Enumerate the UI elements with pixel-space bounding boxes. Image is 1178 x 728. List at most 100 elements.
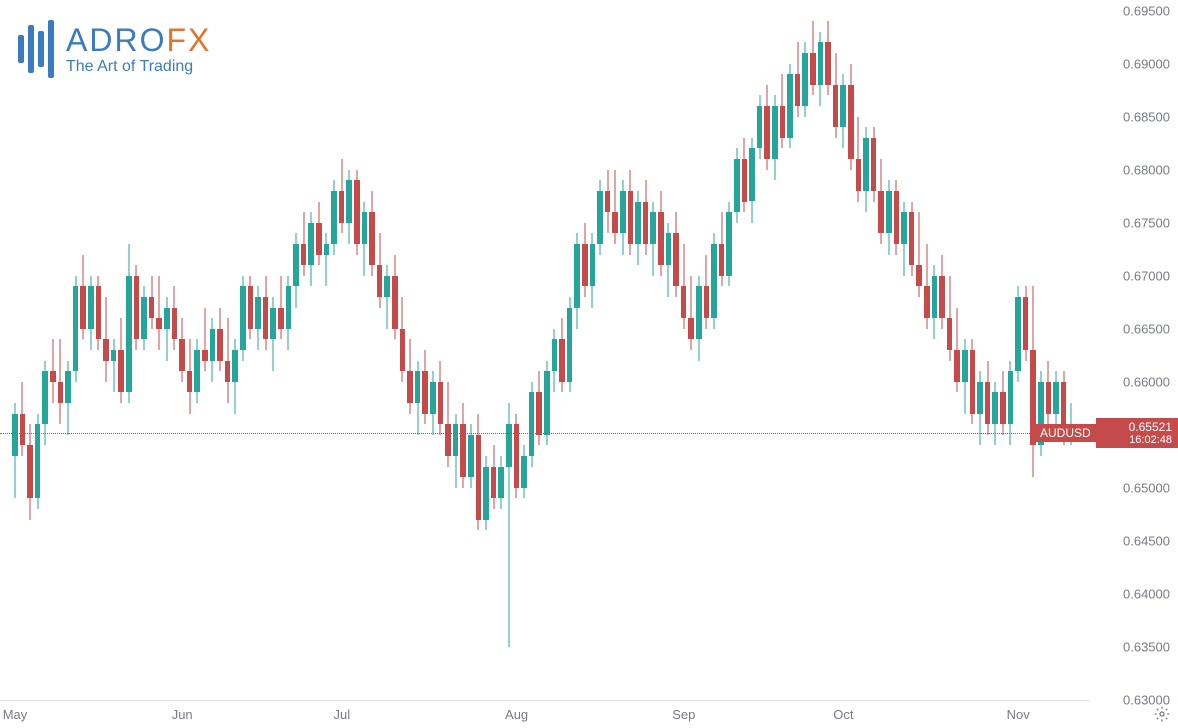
candle xyxy=(50,339,56,403)
candle xyxy=(688,276,694,350)
candle xyxy=(985,361,991,435)
y-tick-label: 0.65000 xyxy=(1123,480,1170,495)
candle xyxy=(856,117,862,202)
candle xyxy=(590,233,596,307)
candle xyxy=(35,414,41,509)
candle xyxy=(354,170,360,255)
logo-bars-icon xyxy=(18,20,54,78)
candle xyxy=(156,276,162,350)
candle xyxy=(483,456,489,530)
candle xyxy=(924,244,930,329)
candle xyxy=(681,244,687,329)
candle xyxy=(780,74,786,148)
x-tick-label: Aug xyxy=(505,707,528,722)
settings-icon[interactable] xyxy=(1154,706,1170,722)
candle xyxy=(164,297,170,361)
candle xyxy=(673,212,679,297)
y-tick-label: 0.66000 xyxy=(1123,374,1170,389)
x-tick-label: Jun xyxy=(172,707,193,722)
candle xyxy=(232,339,238,413)
candle xyxy=(810,21,816,95)
candle xyxy=(248,276,254,340)
candle xyxy=(331,180,337,254)
candle xyxy=(597,180,603,254)
x-tick-label: May xyxy=(3,707,28,722)
candle xyxy=(742,138,748,212)
candle xyxy=(795,42,801,116)
candle xyxy=(818,32,824,106)
candle xyxy=(529,382,535,467)
candle xyxy=(476,414,482,531)
candle xyxy=(362,202,368,276)
candle xyxy=(605,170,611,234)
candle xyxy=(734,148,740,222)
candle xyxy=(210,318,216,382)
candle xyxy=(643,180,649,254)
candle xyxy=(840,74,846,148)
candle xyxy=(27,424,33,519)
candle xyxy=(491,445,497,509)
candlestick-chart[interactable] xyxy=(0,0,1090,700)
candle xyxy=(772,95,778,180)
candle xyxy=(1000,371,1006,435)
candle xyxy=(301,212,307,276)
candle xyxy=(1046,361,1052,425)
candle xyxy=(255,286,261,350)
candle xyxy=(1038,371,1044,456)
candle xyxy=(96,276,102,350)
candle xyxy=(384,265,390,329)
y-tick-label: 0.68000 xyxy=(1123,162,1170,177)
candle xyxy=(80,255,86,340)
candle xyxy=(392,255,398,340)
candle xyxy=(970,339,976,424)
candle xyxy=(947,276,953,361)
candle xyxy=(293,233,299,307)
candle xyxy=(65,361,71,435)
candle xyxy=(88,276,94,350)
candle xyxy=(696,276,702,361)
x-tick-label: Sep xyxy=(672,707,695,722)
candle xyxy=(704,255,710,329)
symbol-badge: AUDUSD xyxy=(1032,424,1099,442)
candle xyxy=(346,170,352,244)
price-badge: 0.6552116:02:48 xyxy=(1096,418,1178,448)
y-axis: 0.695000.690000.685000.680000.675000.670… xyxy=(1090,0,1178,700)
candle xyxy=(240,276,246,361)
candle xyxy=(126,244,132,403)
y-tick-label: 0.63500 xyxy=(1123,639,1170,654)
x-tick-label: Oct xyxy=(833,707,853,722)
candle xyxy=(460,403,466,488)
candle xyxy=(992,382,998,446)
candle xyxy=(73,276,79,382)
candle xyxy=(620,180,626,254)
candle xyxy=(939,255,945,329)
x-axis: MayJunJulAugSepOctNov xyxy=(0,700,1090,728)
candle xyxy=(612,170,618,244)
candle xyxy=(134,265,140,350)
y-tick-label: 0.66500 xyxy=(1123,321,1170,336)
candle xyxy=(308,212,314,286)
candle xyxy=(863,127,869,212)
candle xyxy=(635,191,641,265)
candle xyxy=(878,159,884,244)
candle xyxy=(498,456,504,509)
candle xyxy=(286,276,292,350)
candle xyxy=(58,339,64,424)
y-tick-label: 0.69000 xyxy=(1123,56,1170,71)
candle xyxy=(536,371,542,445)
candle xyxy=(628,170,634,255)
candle xyxy=(422,350,428,424)
candle xyxy=(1015,286,1021,381)
candle xyxy=(833,53,839,138)
candle xyxy=(757,95,763,159)
candle xyxy=(149,276,155,329)
candle xyxy=(20,382,26,456)
x-tick-label: Nov xyxy=(1007,707,1030,722)
candle xyxy=(225,318,231,403)
candle xyxy=(111,339,117,392)
candle xyxy=(802,42,808,116)
candle xyxy=(764,85,770,170)
candle xyxy=(871,127,877,201)
candle xyxy=(909,202,915,276)
candle xyxy=(430,371,436,435)
